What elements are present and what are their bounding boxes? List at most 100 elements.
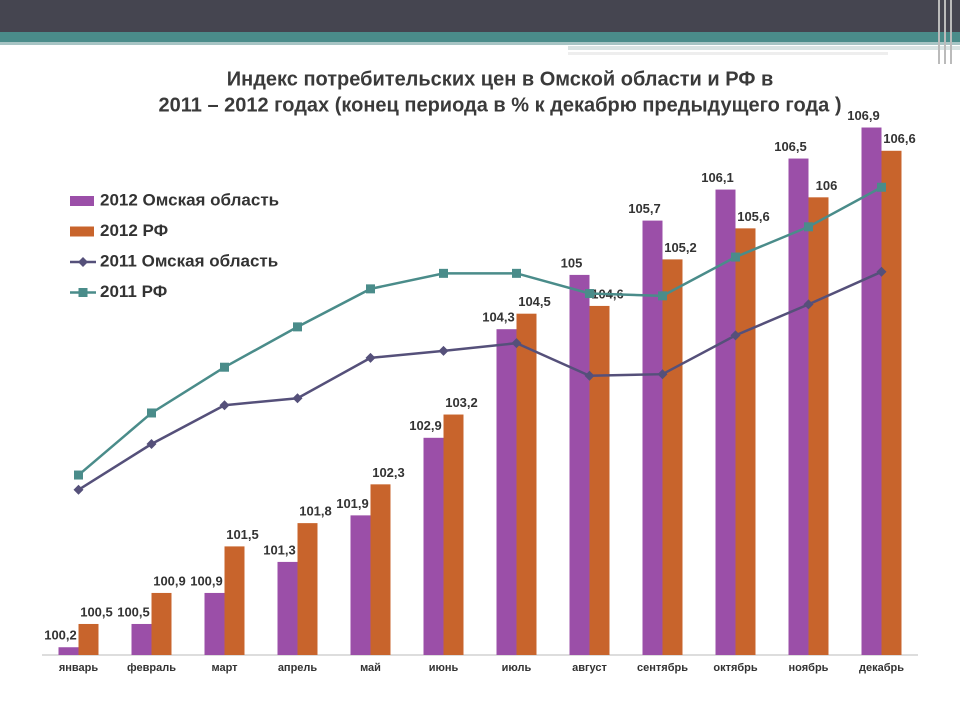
value-label: 100,5 xyxy=(117,604,150,619)
value-label: 102,9 xyxy=(409,418,442,433)
header-line xyxy=(938,0,940,64)
value-label: 103,2 xyxy=(445,395,478,410)
x-tick-label: апрель xyxy=(278,662,318,674)
value-label: 100,9 xyxy=(153,573,186,588)
bar xyxy=(496,329,517,655)
line-marker xyxy=(147,408,156,418)
line-marker xyxy=(803,299,814,310)
bar xyxy=(788,158,809,656)
line xyxy=(77,186,883,476)
x-tick-label: февраль xyxy=(127,662,176,674)
x-tick-label: май xyxy=(360,662,381,674)
bar xyxy=(151,592,172,655)
bar xyxy=(370,484,391,655)
line-marker xyxy=(657,369,668,380)
line-marker xyxy=(511,338,522,349)
bar xyxy=(297,523,318,655)
bar xyxy=(423,437,444,655)
value-label: 101,3 xyxy=(263,542,296,557)
bar xyxy=(642,220,663,655)
legend-label: 2011 Омская область xyxy=(100,251,278,270)
x-tick-label: июль xyxy=(502,662,532,674)
value-label: 101,5 xyxy=(226,527,259,542)
legend-swatch xyxy=(70,226,94,237)
legend-label: 2011 РФ xyxy=(100,282,167,301)
legend-label: 2012 Омская область xyxy=(100,190,279,209)
header-line xyxy=(944,0,946,64)
bar xyxy=(204,592,225,655)
bar xyxy=(78,623,99,655)
bar xyxy=(662,259,683,655)
header-stripe xyxy=(0,32,960,42)
line-marker xyxy=(293,322,302,332)
bar xyxy=(443,414,464,655)
value-label: 102,3 xyxy=(372,465,405,480)
value-label: 106,9 xyxy=(847,108,880,123)
line-marker xyxy=(585,289,594,299)
bar xyxy=(277,561,298,655)
x-tick-label: март xyxy=(211,662,238,674)
line-marker xyxy=(876,266,887,277)
line-marker xyxy=(292,393,303,404)
chart-title: Индекс потребительских цен в Омской обла… xyxy=(227,68,774,90)
value-label: 106,5 xyxy=(774,139,807,154)
value-label: 104,5 xyxy=(518,294,551,309)
line-marker xyxy=(512,268,521,278)
header-line xyxy=(950,0,952,64)
line-marker xyxy=(73,484,84,495)
header-line xyxy=(0,42,960,45)
legend-marker xyxy=(78,257,88,267)
value-label: 100,5 xyxy=(80,604,113,619)
bar xyxy=(715,189,736,656)
bar xyxy=(735,228,756,655)
line-marker xyxy=(730,330,741,341)
line-marker xyxy=(877,182,886,192)
line-marker xyxy=(439,268,448,278)
x-tick-label: январь xyxy=(59,662,99,674)
header-line xyxy=(568,52,888,55)
line xyxy=(77,270,883,491)
line-marker xyxy=(658,291,667,301)
bar xyxy=(569,274,590,655)
x-tick-label: декабрь xyxy=(859,662,904,674)
line-marker xyxy=(365,352,376,363)
value-label: 106,1 xyxy=(701,170,734,185)
line-marker xyxy=(438,345,449,356)
value-label: 105,6 xyxy=(737,209,770,224)
x-tick-label: ноябрь xyxy=(789,662,829,674)
value-label: 104,3 xyxy=(482,310,515,325)
value-label: 100,2 xyxy=(44,628,77,643)
value-label: 101,8 xyxy=(299,504,332,519)
line-marker xyxy=(74,470,83,480)
bar xyxy=(224,546,245,655)
value-label: 105,7 xyxy=(628,201,661,216)
line-marker xyxy=(146,439,157,450)
value-label: 105 xyxy=(561,255,583,270)
header-band xyxy=(0,0,960,32)
value-label: 101,9 xyxy=(336,496,369,511)
x-tick-label: июнь xyxy=(429,662,459,674)
bar xyxy=(516,313,537,655)
header-line xyxy=(568,46,960,50)
bar xyxy=(589,305,610,655)
line-marker xyxy=(731,252,740,262)
line-marker xyxy=(804,222,813,232)
bar xyxy=(808,197,829,656)
x-tick-label: октябрь xyxy=(713,662,758,674)
value-label: 106 xyxy=(816,178,838,193)
value-label: 100,9 xyxy=(190,573,223,588)
value-label: 105,2 xyxy=(664,240,697,255)
line-marker xyxy=(220,362,229,372)
bar xyxy=(131,623,152,655)
legend-label: 2012 РФ xyxy=(100,221,168,240)
value-label: 106,6 xyxy=(883,131,916,146)
bar xyxy=(350,515,371,655)
legend-marker xyxy=(78,288,88,297)
bar xyxy=(881,150,902,656)
legend-swatch xyxy=(70,196,94,206)
x-tick-label: сентябрь xyxy=(637,662,688,674)
x-tick-label: август xyxy=(572,662,607,674)
line-marker xyxy=(584,370,595,381)
line-marker xyxy=(219,400,230,411)
